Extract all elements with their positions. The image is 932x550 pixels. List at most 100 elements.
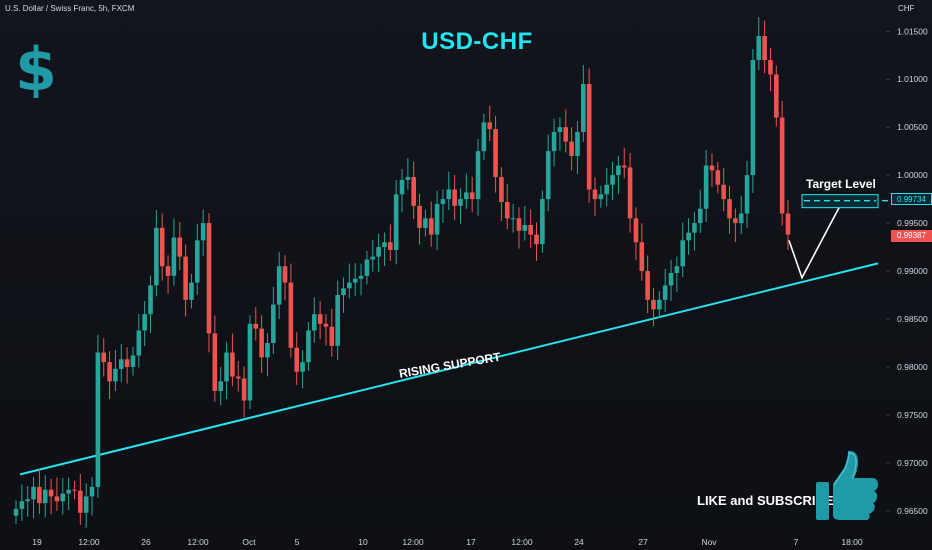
candle-body — [516, 218, 522, 231]
like-subscribe-label: LIKE and SUBSCRIBE — [697, 493, 834, 508]
candle-body — [616, 165, 621, 176]
candle-body — [680, 240, 686, 267]
candle-body — [142, 314, 147, 331]
candle-body — [545, 151, 551, 200]
y-tick-label: 1.01500 — [897, 26, 928, 36]
candle-body — [481, 122, 487, 152]
candle-body — [686, 232, 691, 241]
x-tick-label: 12:00 — [187, 537, 209, 547]
candle-body — [662, 285, 668, 300]
candle-body — [276, 266, 282, 305]
candle-body — [101, 352, 107, 363]
candle-body — [610, 175, 615, 185]
candle-body — [230, 352, 235, 377]
candle-body — [744, 175, 750, 214]
x-tick-label: 12:00 — [511, 537, 533, 547]
candle-body — [148, 285, 153, 315]
thumbs-up-icon — [814, 448, 880, 522]
y-tick-label: 1.00500 — [897, 122, 928, 132]
candle-body — [370, 256, 376, 260]
candle-body — [335, 295, 340, 346]
candle-body — [154, 227, 159, 286]
candle-body — [528, 225, 533, 235]
candle-body — [668, 272, 674, 286]
candle-body — [78, 490, 83, 513]
candle-body — [651, 299, 656, 310]
candle-body — [452, 189, 457, 206]
candle-body — [388, 242, 393, 250]
candle-body — [25, 499, 30, 502]
candle-body — [323, 323, 329, 327]
candle-body — [768, 60, 773, 75]
candle-body — [645, 271, 650, 300]
candle-body — [282, 266, 288, 283]
candle-body — [405, 177, 411, 180]
y-axis: 1.01500 1.01000 1.00500 1.00000 0.99500 0.990… — [886, 26, 928, 516]
candle-body — [358, 275, 364, 279]
candle-body — [130, 355, 136, 367]
candle-body — [171, 237, 177, 276]
y-tick-label: 0.98000 — [897, 362, 928, 372]
x-tick-label: 27 — [638, 537, 648, 547]
y-tick-label: 0.99500 — [897, 218, 928, 228]
candle-body — [657, 299, 662, 310]
candle-body — [423, 218, 428, 228]
candle-body — [733, 218, 738, 224]
candle-body — [417, 205, 422, 228]
candle-body — [341, 288, 346, 296]
candle-body — [493, 129, 498, 178]
candle-body — [575, 131, 580, 156]
x-tick-label: 12:00 — [78, 537, 100, 547]
candle-body — [475, 151, 481, 200]
y-tick-label: 1.00000 — [897, 170, 928, 180]
candle-body — [212, 333, 218, 391]
projection-line — [788, 201, 843, 280]
x-tick-label: 10 — [358, 537, 368, 547]
candle-body — [697, 208, 703, 224]
candle-body — [464, 192, 469, 200]
candle-body — [60, 493, 66, 502]
candle-body — [569, 141, 574, 156]
candle-body — [224, 352, 229, 382]
y-tick-label: 1.01000 — [897, 74, 928, 84]
target-level-label: Target Level — [806, 177, 876, 191]
candle-body — [206, 223, 212, 334]
candle-body — [241, 378, 247, 401]
candle-body — [393, 194, 399, 250]
x-tick-label: 12:00 — [402, 537, 424, 547]
candle-body — [440, 199, 446, 204]
candle-body — [522, 225, 528, 231]
candle-body — [352, 278, 358, 283]
x-tick-label: 24 — [574, 537, 584, 547]
candle-body — [271, 304, 276, 343]
candle-body — [83, 496, 89, 513]
candle-body — [89, 486, 95, 497]
projection-group — [788, 200, 844, 280]
candle-body — [72, 489, 77, 491]
candle-body — [218, 381, 223, 391]
candle-body — [750, 60, 756, 176]
target-box-group — [801, 194, 888, 209]
candle-body — [469, 192, 475, 200]
support-line-group — [19, 262, 879, 476]
candle-body — [54, 496, 60, 502]
candle-body — [159, 227, 165, 267]
candle-body — [311, 314, 317, 331]
candle-body — [621, 165, 627, 168]
candle-body — [288, 282, 294, 348]
candle-body — [195, 240, 200, 283]
candle-body — [779, 117, 785, 214]
candle-body — [563, 127, 569, 142]
candle-body — [364, 259, 370, 276]
candle-body — [124, 359, 130, 367]
chart-title: USD-CHF — [421, 28, 533, 55]
candle-body — [499, 177, 504, 202]
candle-body — [189, 282, 194, 300]
candle-body — [235, 376, 241, 379]
candle-body — [265, 342, 270, 358]
candle-body — [136, 330, 142, 356]
candle-body — [294, 347, 300, 372]
candle-body — [107, 362, 112, 382]
